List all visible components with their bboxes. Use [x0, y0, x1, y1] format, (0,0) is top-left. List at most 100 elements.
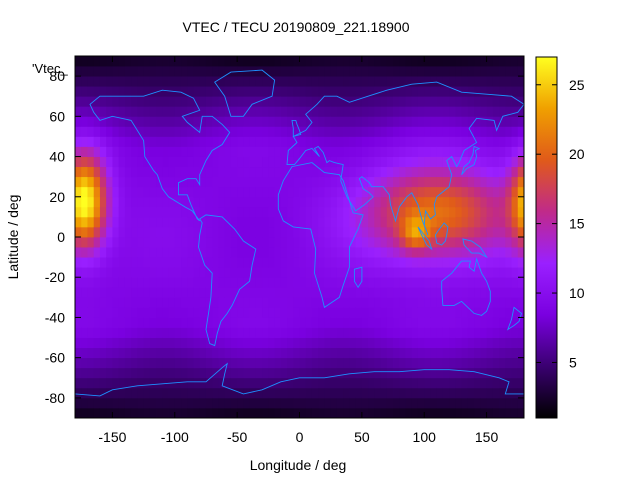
- heatmap-cell: [243, 337, 251, 349]
- heatmap-cell: [230, 176, 238, 188]
- heatmap-cell: [243, 156, 251, 168]
- heatmap-cell: [237, 126, 244, 137]
- heatmap-cell: [405, 146, 413, 157]
- x-tick-label: -50: [227, 429, 247, 445]
- heatmap-cell: [499, 116, 506, 127]
- heatmap-cell: [218, 247, 226, 258]
- y-tick-label: 0: [57, 229, 65, 245]
- heatmap-cell: [287, 247, 294, 258]
- heatmap-cell: [262, 307, 269, 318]
- heatmap-cell: [199, 136, 207, 147]
- heatmap-cell: [330, 146, 338, 157]
- heatmap-cell: [112, 407, 120, 418]
- heatmap-cell: [467, 367, 475, 379]
- heatmap-cell: [361, 347, 369, 359]
- heatmap-cell: [249, 136, 257, 147]
- heatmap-cell: [131, 226, 138, 238]
- heatmap-cell: [112, 267, 120, 278]
- heatmap-cell: [311, 307, 319, 318]
- heatmap-cell: [517, 277, 524, 288]
- heatmap-cell: [118, 176, 126, 188]
- heatmap-cell: [374, 347, 381, 359]
- heatmap-cell: [118, 206, 126, 218]
- heatmap-cell: [492, 327, 500, 338]
- heatmap-cell: [187, 337, 194, 349]
- heatmap-cell: [255, 317, 263, 328]
- heatmap-cell: [137, 287, 144, 298]
- heatmap-cell: [199, 247, 207, 258]
- heatmap-cell: [430, 377, 438, 389]
- heatmap-cell: [106, 106, 113, 117]
- heatmap-cell: [386, 76, 394, 87]
- heatmap-cell: [93, 136, 101, 147]
- heatmap-cell: [137, 66, 144, 77]
- heatmap-cell: [405, 337, 413, 349]
- heatmap-cell: [99, 327, 107, 338]
- heatmap-cell: [205, 307, 213, 318]
- heatmap-cell: [455, 126, 463, 137]
- heatmap-cell: [212, 96, 219, 107]
- heatmap-cell: [112, 196, 120, 208]
- heatmap-cell: [243, 277, 251, 288]
- heatmap-cell: [336, 106, 344, 117]
- heatmap-cell: [455, 76, 463, 87]
- heatmap-cell: [505, 247, 512, 258]
- heatmap-cell: [355, 86, 363, 97]
- heatmap-cell: [355, 206, 363, 218]
- heatmap-cell: [149, 357, 157, 369]
- heatmap-cell: [193, 226, 201, 238]
- heatmap-cell: [505, 106, 512, 117]
- heatmap-cell: [405, 136, 413, 147]
- heatmap-cell: [324, 407, 332, 418]
- heatmap-cell: [517, 297, 524, 308]
- heatmap-cell: [455, 226, 463, 238]
- y-tick-label: 20: [49, 189, 65, 205]
- heatmap-cell: [193, 397, 201, 409]
- heatmap-cell: [162, 407, 169, 418]
- heatmap-cell: [99, 76, 107, 87]
- heatmap-cell: [517, 76, 524, 87]
- heatmap-cell: [149, 126, 157, 137]
- heatmap-cell: [517, 337, 524, 349]
- heatmap-cell: [461, 76, 469, 87]
- heatmap-cell: [505, 56, 512, 67]
- heatmap-cell: [287, 86, 294, 97]
- heatmap-cell: [274, 96, 282, 107]
- heatmap-cell: [268, 156, 275, 168]
- heatmap-cell: [499, 277, 506, 288]
- heatmap-cell: [430, 96, 438, 107]
- heatmap-cell: [430, 277, 438, 288]
- heatmap-cell: [168, 277, 176, 288]
- heatmap-cell: [467, 317, 475, 328]
- heatmap-cell: [168, 257, 176, 268]
- heatmap-cell: [411, 126, 419, 137]
- heatmap-cell: [87, 126, 95, 137]
- heatmap-cell: [436, 196, 444, 208]
- heatmap-cell: [124, 337, 132, 349]
- heatmap-cell: [249, 247, 257, 258]
- heatmap-cell: [368, 347, 375, 359]
- heatmap-cell: [218, 136, 226, 147]
- heatmap-cell: [205, 56, 213, 67]
- heatmap-cell: [430, 327, 438, 338]
- heatmap-cell: [106, 347, 113, 359]
- heatmap-cell: [268, 56, 275, 67]
- heatmap-cell: [330, 237, 338, 248]
- heatmap-cell: [368, 277, 375, 288]
- heatmap-cell: [442, 126, 450, 137]
- heatmap-cell: [417, 327, 425, 338]
- heatmap-cell: [430, 176, 438, 188]
- heatmap-cell: [268, 407, 275, 418]
- heatmap-cell: [199, 196, 207, 208]
- heatmap-cell: [280, 387, 288, 399]
- heatmap-cell: [149, 247, 157, 258]
- heatmap-cell: [399, 347, 406, 359]
- heatmap-cell: [355, 257, 363, 268]
- heatmap-cell: [199, 307, 207, 318]
- heatmap-cell: [162, 337, 169, 349]
- heatmap-cell: [87, 257, 95, 268]
- heatmap-cell: [299, 247, 307, 258]
- heatmap-cell: [205, 76, 213, 87]
- heatmap-cell: [393, 156, 400, 168]
- heatmap-cell: [430, 357, 438, 369]
